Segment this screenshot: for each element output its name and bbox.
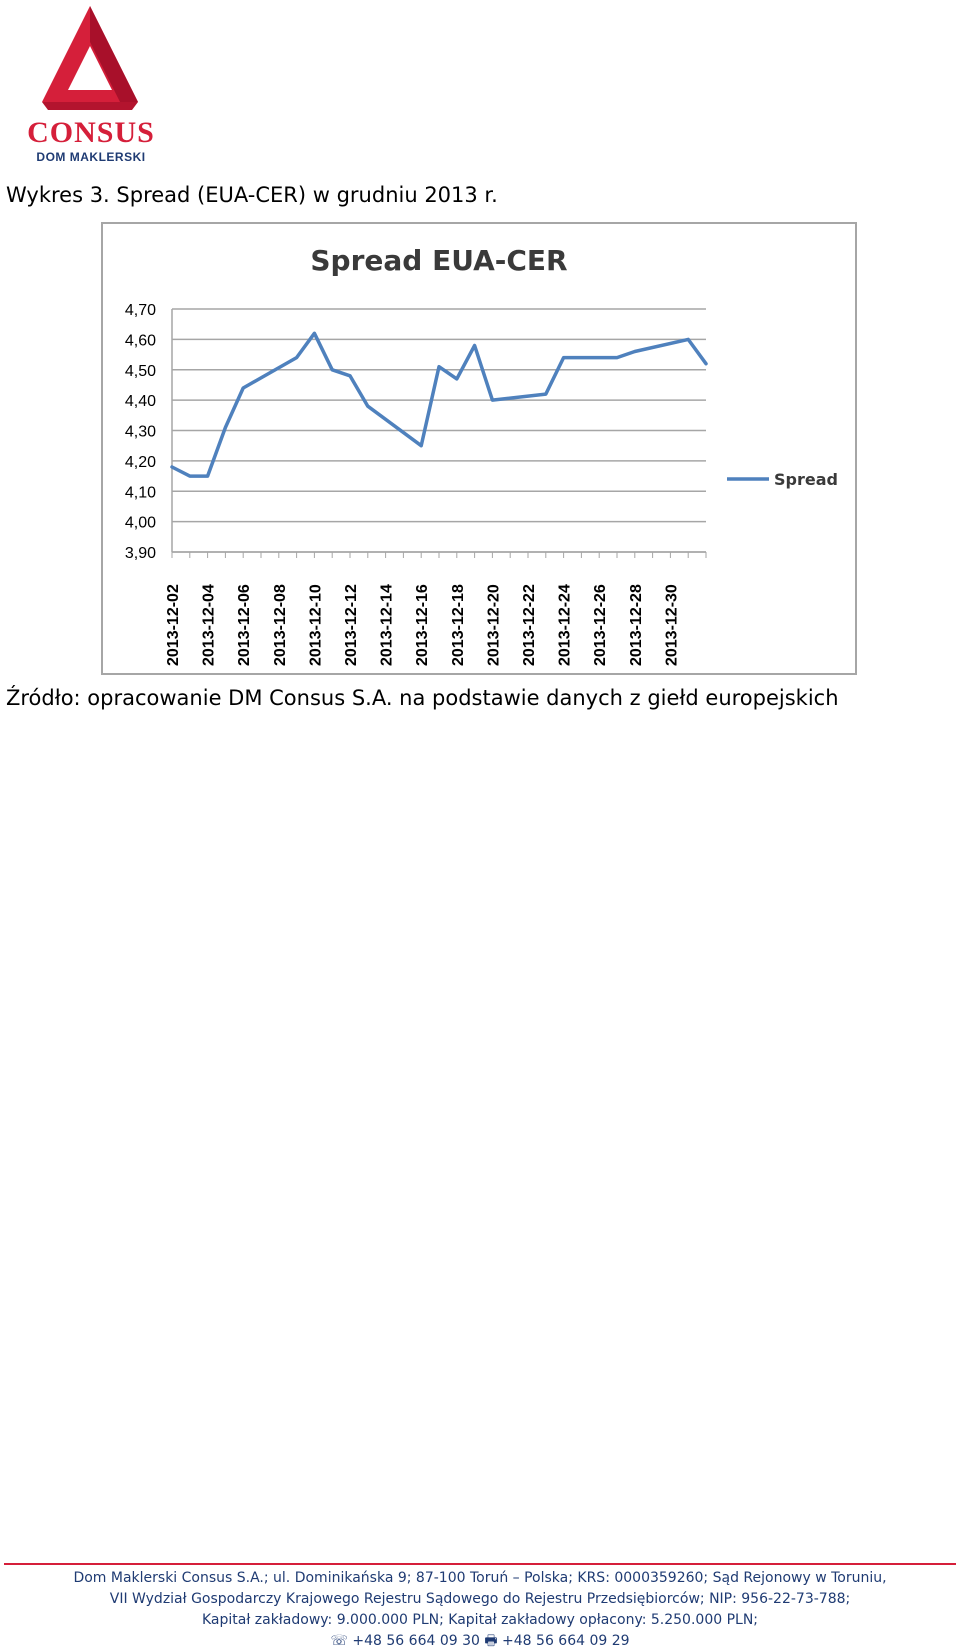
data-point xyxy=(170,465,174,469)
data-point xyxy=(206,474,209,478)
data-point xyxy=(348,374,352,378)
data-point xyxy=(313,332,316,335)
source-note: Źródło: opracowanie DM Consus S.A. na po… xyxy=(6,686,839,710)
data-point xyxy=(188,474,191,478)
chart-title: Spread EUA-CER xyxy=(310,244,567,277)
data-point xyxy=(615,356,619,359)
footer-divider xyxy=(4,1563,956,1565)
data-point xyxy=(295,356,298,359)
footer: Dom Maklerski Consus S.A.; ul. Dominikań… xyxy=(0,1568,960,1652)
x-tick-label: 2013-12-28 xyxy=(628,584,645,666)
footer-line-2: VII Wydział Gospodarczy Krajowego Rejest… xyxy=(109,1591,851,1607)
y-tick-label: 4,50 xyxy=(125,363,156,380)
series-line-spread xyxy=(170,331,708,478)
legend-label: Spread xyxy=(774,470,838,489)
footer-fax: +48 56 664 09 29 xyxy=(502,1633,630,1649)
consus-logo: CONSUS DOM MAKLERSKI xyxy=(8,6,174,164)
chart-caption: Wykres 3. Spread (EUA-CER) w grudniu 201… xyxy=(6,183,498,207)
x-tick-label: 2013-12-08 xyxy=(272,584,289,666)
logo-name: CONSUS xyxy=(27,116,155,149)
data-point xyxy=(544,392,547,396)
footer-line-3: Kapitał zakładowy: 9.000.000 PLN; Kapita… xyxy=(201,1612,759,1628)
data-point xyxy=(491,398,494,402)
data-point xyxy=(224,426,227,429)
y-tick-label: 4,40 xyxy=(125,393,156,410)
phone-icon: ☏ xyxy=(330,1633,348,1649)
y-tick-label: 4,10 xyxy=(125,484,156,501)
x-tick-label: 2013-12-30 xyxy=(663,584,680,666)
chart-container: Spread EUA-CER 3,90 4,00 4,10 4,20 4,30 4,40 4,… xyxy=(101,222,857,675)
logo-subtitle: DOM MAKLERSKI xyxy=(36,150,146,164)
x-tick-label: 2013-12-02 xyxy=(165,584,182,666)
data-point xyxy=(242,386,245,390)
data-point xyxy=(420,444,423,447)
y-tick-label: 3,90 xyxy=(125,545,156,562)
y-tick-label: 4,30 xyxy=(125,424,156,441)
line-chart: Spread EUA-CER 3,90 4,00 4,10 4,20 4,30 4,40 4,… xyxy=(125,244,838,666)
x-tick-label: 2013-12-12 xyxy=(343,584,360,666)
footer-line-1: Dom Maklerski Consus S.A.; ul. Dominikań… xyxy=(73,1570,887,1586)
data-point xyxy=(455,377,458,381)
footer-phone: +48 56 664 09 30 xyxy=(352,1633,480,1649)
y-tick-label: 4,60 xyxy=(125,332,156,349)
x-tick-label: 2013-12-20 xyxy=(485,584,502,666)
data-point xyxy=(562,356,565,359)
data-point xyxy=(633,350,636,353)
data-point xyxy=(331,368,334,371)
y-tick-label: 4,20 xyxy=(125,454,156,471)
x-tick-label: 2013-12-24 xyxy=(557,584,574,666)
logo-triangle-icon xyxy=(42,6,138,110)
data-point xyxy=(704,362,708,365)
y-tick-label: 4,70 xyxy=(125,302,156,319)
data-point xyxy=(437,365,441,368)
data-point xyxy=(366,405,369,408)
data-point xyxy=(687,338,690,341)
x-tick-label: 2013-12-06 xyxy=(236,584,253,666)
data-point xyxy=(473,344,476,347)
x-tick-label: 2013-12-16 xyxy=(414,584,431,666)
y-tick-label: 4,00 xyxy=(125,515,156,532)
footer-contact: ☏ +48 56 664 09 30 🖶 +48 56 664 09 29 xyxy=(0,1631,960,1652)
x-tick-label: 2013-12-22 xyxy=(521,584,538,666)
x-tick-label: 2013-12-14 xyxy=(379,584,396,666)
x-tick-label: 2013-12-04 xyxy=(201,584,218,666)
x-tick-label: 2013-12-18 xyxy=(450,584,467,666)
x-tick-label: 2013-12-26 xyxy=(592,584,609,666)
x-tick-label: 2013-12-10 xyxy=(307,584,324,666)
fax-icon: 🖶 xyxy=(484,1633,498,1649)
